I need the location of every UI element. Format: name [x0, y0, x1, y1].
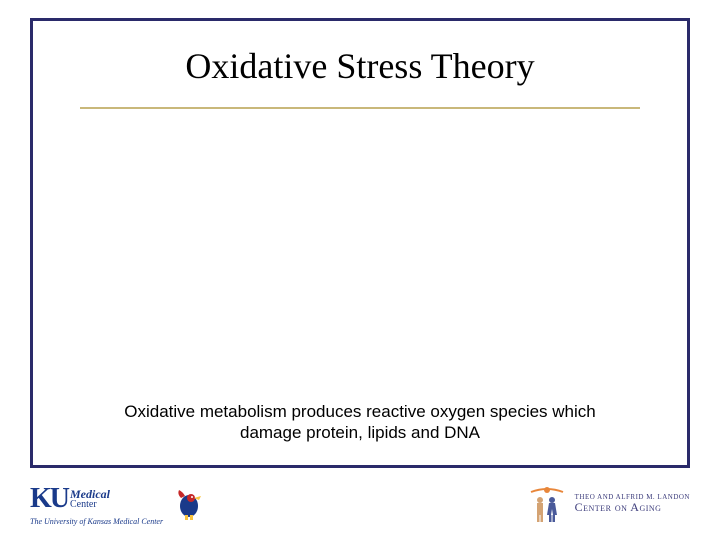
- ku-medical-logo: KU Medical Center The University of Kans…: [30, 483, 203, 526]
- aging-line2: Center on Aging: [575, 501, 690, 514]
- slide-footer: KU Medical Center The University of Kans…: [30, 476, 690, 532]
- ku-center-label: Center: [70, 500, 110, 510]
- title-divider: [80, 107, 640, 109]
- slide-frame: Oxidative Stress Theory Oxidative metabo…: [30, 18, 690, 468]
- aging-figures-icon: [527, 484, 567, 524]
- slide-body: Oxidative metabolism produces reactive o…: [33, 401, 687, 444]
- body-line-1: Oxidative metabolism produces reactive o…: [124, 402, 596, 421]
- jayhawk-icon: [175, 488, 203, 520]
- body-line-2: damage protein, lipids and DNA: [240, 423, 480, 442]
- center-on-aging-logo: THEO AND ALFRID M. LANDON Center on Agin…: [527, 484, 690, 524]
- ku-letters: KU: [30, 483, 68, 515]
- slide-title: Oxidative Stress Theory: [33, 45, 687, 87]
- ku-subtitle: The University of Kansas Medical Center: [30, 517, 163, 526]
- ku-medical-label: Medical: [70, 488, 110, 500]
